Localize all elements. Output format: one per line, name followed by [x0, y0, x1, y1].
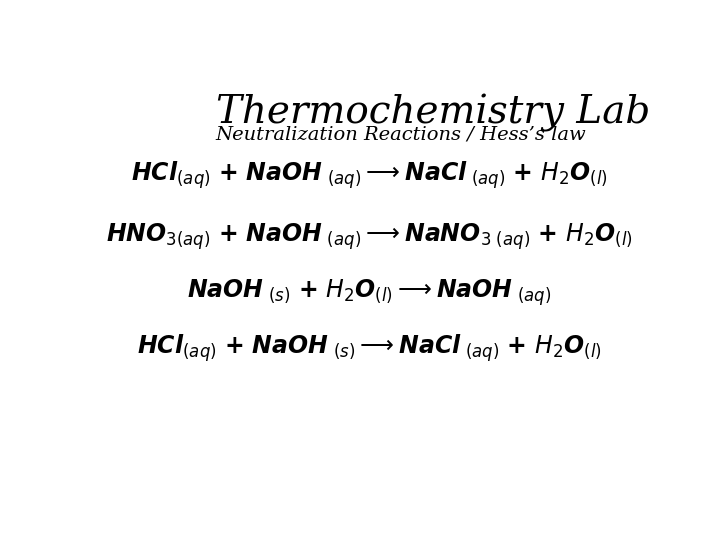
Text: $\boldsymbol{HCl}_{(aq)}\ \boldsymbol{+}\ \boldsymbol{NaOH}_{\ (aq)}\longrightar: $\boldsymbol{HCl}_{(aq)}\ \boldsymbol{+}…	[130, 160, 608, 191]
Text: $\boldsymbol{NaOH}_{\ (s)}\ \boldsymbol{+}\ \boldsymbol{H_2O}_{(l)}\longrightarr: $\boldsymbol{NaOH}_{\ (s)}\ \boldsymbol{…	[186, 277, 552, 308]
Text: $\boldsymbol{HNO}_{3(aq)}\ \boldsymbol{+}\ \boldsymbol{NaOH}_{\ (aq)}\longrighta: $\boldsymbol{HNO}_{3(aq)}\ \boldsymbol{+…	[106, 221, 632, 252]
Text: $\boldsymbol{HCl}_{(aq)}\ \boldsymbol{+}\ \boldsymbol{NaOH}_{\ (s)}\longrightarr: $\boldsymbol{HCl}_{(aq)}\ \boldsymbol{+}…	[137, 332, 601, 364]
Text: Thermochemistry Lab: Thermochemistry Lab	[215, 94, 649, 132]
Text: Neutralization Reactions / Hess’s law: Neutralization Reactions / Hess’s law	[215, 125, 586, 143]
